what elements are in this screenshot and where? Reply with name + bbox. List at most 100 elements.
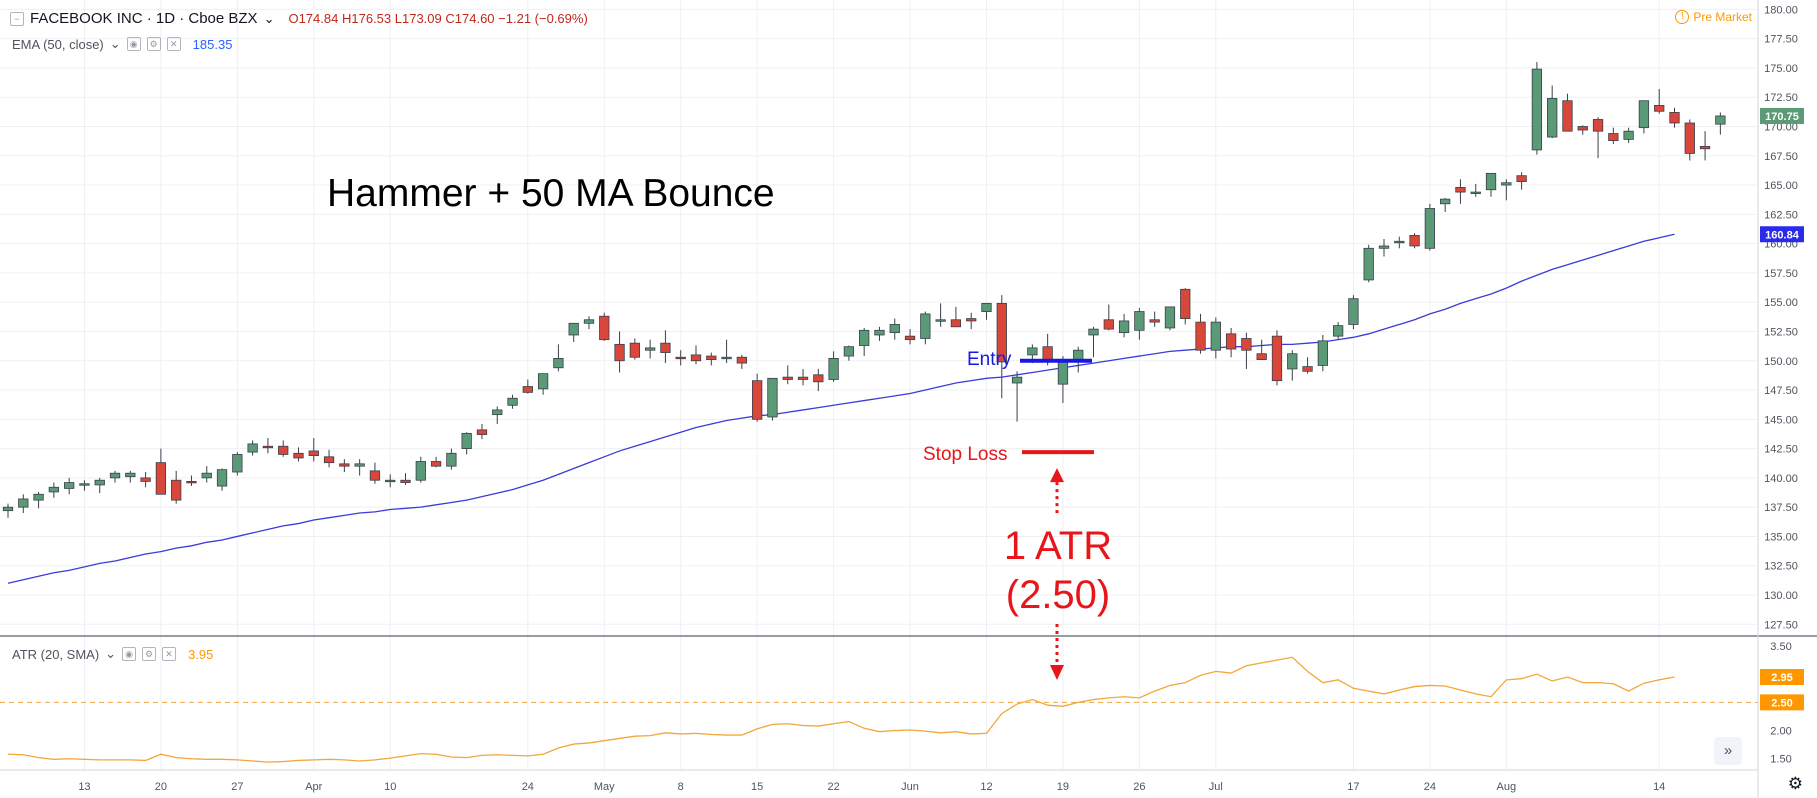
gear-icon[interactable]: ⚙ [142, 647, 157, 661]
candle [1516, 172, 1527, 190]
price-tick-label: 155.00 [1764, 297, 1798, 309]
symbol-title[interactable]: FACEBOOK INC · 1D · Cboe BZX [30, 10, 258, 27]
candle [64, 477, 75, 495]
candle-body [752, 380, 763, 420]
price-tick-label: 167.50 [1764, 151, 1798, 163]
ema-last-tag-bg [1760, 226, 1804, 243]
candle [660, 330, 671, 364]
date-tick-label: Apr [305, 781, 322, 793]
candle [1195, 313, 1206, 354]
candle-body [1042, 346, 1053, 360]
candle [48, 482, 60, 498]
candle-body [889, 324, 900, 334]
candle-body [1241, 338, 1252, 351]
candle [1577, 125, 1588, 135]
grid [0, 0, 1758, 770]
candle [1455, 179, 1466, 204]
candle-body [492, 409, 503, 416]
candle [583, 316, 595, 330]
atr-label[interactable]: ATR (20, SMA) [12, 646, 100, 662]
atr-line-group [0, 656, 1758, 763]
candles-group [2, 62, 1726, 518]
eye-icon[interactable]: ◉ [126, 37, 141, 51]
ema-label[interactable]: EMA (50, close) [12, 36, 104, 52]
close-icon[interactable]: ✕ [166, 37, 181, 51]
candle [79, 480, 90, 491]
candle-body [1378, 245, 1390, 249]
candle-body [64, 482, 75, 489]
candle-body [935, 319, 946, 322]
close-value: C174.60 [445, 11, 495, 26]
candle [339, 459, 350, 473]
candle-body [797, 376, 809, 380]
candle-body [706, 355, 717, 360]
chevron-down-icon[interactable]: ⌄ [105, 646, 117, 661]
candle [966, 312, 977, 330]
candle-body [400, 479, 411, 483]
pre-market-badge[interactable]: ! Pre Market [1675, 10, 1752, 24]
candle-body [1562, 100, 1573, 132]
candle [201, 466, 212, 483]
candle-body [1638, 100, 1650, 129]
candle-body [186, 480, 197, 484]
atr-arrowhead-down [1050, 665, 1064, 680]
pre-market-label: Pre Market [1693, 10, 1752, 24]
candle [828, 351, 839, 382]
date-tick-label: May [594, 781, 615, 793]
candle-body [79, 483, 90, 486]
candle-body [1669, 112, 1680, 124]
candle-body [201, 472, 212, 479]
close-icon[interactable]: ✕ [162, 647, 177, 661]
eye-icon[interactable]: ◉ [122, 647, 137, 661]
candle [1654, 89, 1665, 114]
settings-gear-icon[interactable]: ⚙ [1787, 774, 1803, 793]
candle [767, 377, 778, 421]
candle [216, 468, 228, 491]
candle-body [323, 456, 335, 464]
candle [461, 432, 472, 455]
candle-body [1455, 187, 1466, 193]
chevron-down-icon[interactable]: ⌄ [109, 36, 121, 51]
candle-body [568, 322, 579, 336]
price-tick-label: 142.50 [1764, 444, 1798, 456]
gear-icon[interactable]: ⚙ [146, 37, 161, 51]
collapse-icon[interactable]: − [10, 11, 24, 26]
low-value: L173.09 [394, 11, 442, 26]
candle-body [369, 470, 381, 481]
candle [1134, 308, 1145, 340]
candle-body [1195, 321, 1206, 351]
chevron-down-icon[interactable]: ⌄ [263, 10, 275, 26]
candle [690, 345, 702, 365]
candle-body [415, 461, 426, 481]
candle-body [828, 358, 839, 380]
date-tick-label: 14 [1653, 781, 1665, 793]
candle [1409, 233, 1420, 249]
candle-body [1363, 247, 1374, 281]
candle-body [1394, 240, 1405, 244]
price-tick-label: 147.50 [1764, 385, 1798, 397]
ema-last-tag: 160.84 [1765, 229, 1800, 241]
candle [1271, 330, 1283, 386]
candle-body [1592, 119, 1604, 132]
candle-body [1027, 347, 1038, 356]
candle-body [33, 493, 44, 501]
candle-body [171, 479, 182, 501]
candle [859, 327, 870, 357]
candle [599, 312, 610, 341]
candle [171, 470, 182, 504]
atr-tick-label: 1.50 [1770, 754, 1791, 766]
atr-legend: ATR (20, SMA) ⌄ ◉ ⚙ ✕ 3.95 [12, 646, 213, 662]
candle [1088, 326, 1099, 358]
price-tick-label: 150.00 [1764, 356, 1798, 368]
candle-body [1684, 122, 1695, 154]
atr-arrowhead-up [1050, 468, 1064, 483]
candle-body [1302, 366, 1313, 372]
candle-body [430, 461, 442, 467]
price-tick-label: 172.50 [1764, 92, 1798, 104]
candle [537, 373, 549, 395]
candle-body [354, 463, 365, 467]
price-tick-label: 180.00 [1764, 4, 1798, 16]
candle [889, 318, 900, 340]
scroll-to-realtime-button[interactable]: » [1714, 737, 1742, 765]
